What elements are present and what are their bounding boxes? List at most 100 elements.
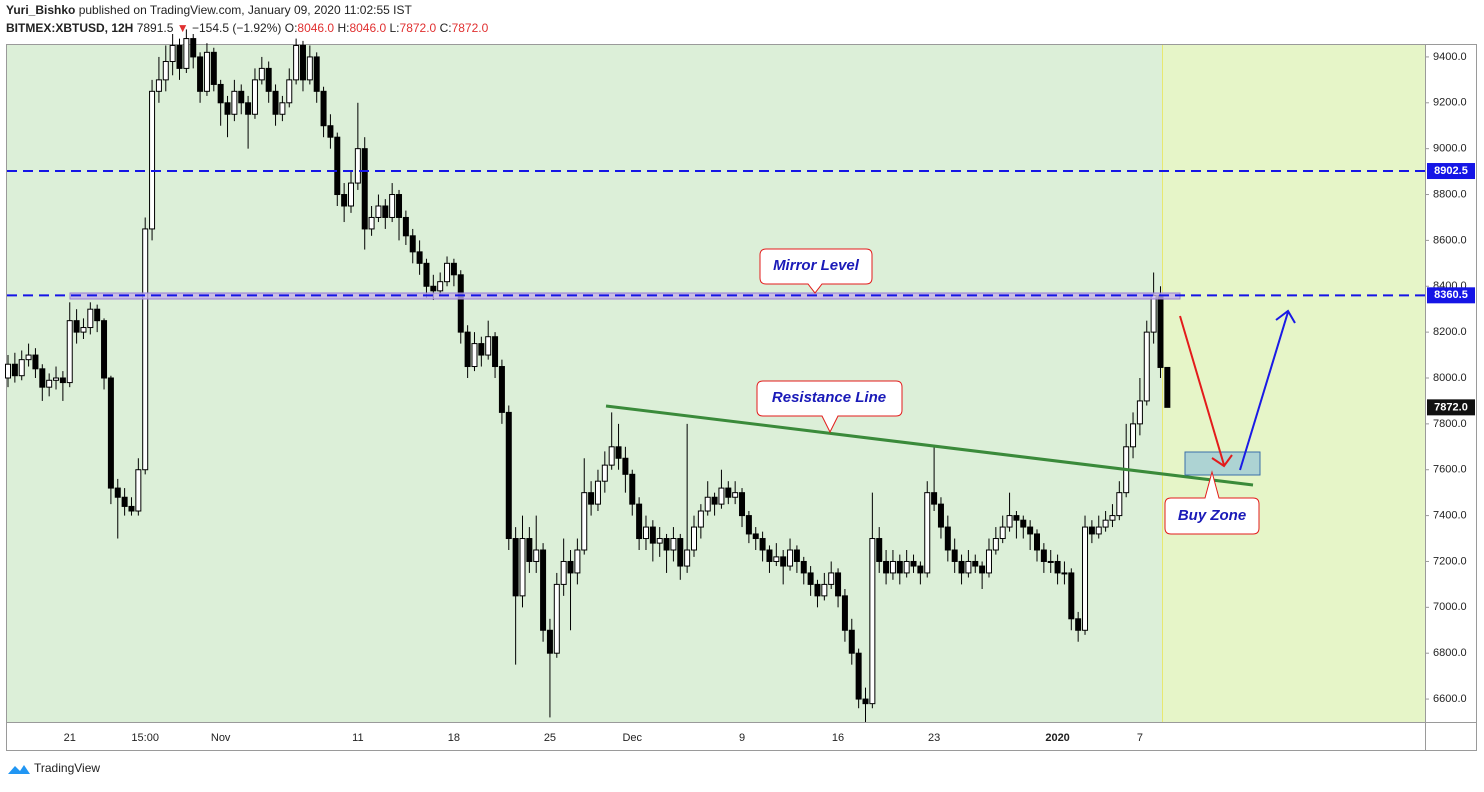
candle-body	[107, 377, 114, 489]
candle-body	[155, 79, 162, 92]
x-tick-label: 11	[352, 732, 363, 744]
candle-body	[910, 560, 917, 567]
candle-body	[334, 136, 341, 196]
candle-body	[306, 56, 313, 81]
arrow-blue	[1239, 311, 1289, 471]
candle-body	[87, 308, 94, 329]
candle-body	[505, 411, 512, 540]
candle-body	[663, 538, 670, 551]
candle-body	[718, 487, 725, 505]
candle-body	[883, 560, 890, 574]
candle-body	[725, 487, 732, 498]
candle-body	[183, 38, 190, 69]
arrow-red-head	[1211, 454, 1233, 468]
candle-body	[114, 487, 121, 498]
candle-body	[787, 549, 794, 567]
candle-body	[924, 492, 931, 574]
candle-body	[1013, 515, 1020, 521]
arrow-red	[1179, 315, 1225, 466]
candle-body	[1034, 533, 1040, 551]
candle-body	[622, 457, 629, 475]
candle-body	[210, 51, 217, 85]
plot-bg	[7, 45, 1162, 722]
candle-body	[361, 148, 368, 230]
candle-body	[745, 515, 752, 535]
candle-body	[1020, 519, 1027, 528]
candle-body	[1102, 519, 1109, 528]
h-label: H:	[337, 21, 349, 35]
candle-body	[279, 102, 286, 115]
candle-body	[423, 262, 430, 287]
candle-body	[203, 51, 210, 92]
callout	[756, 380, 903, 434]
candle-body	[636, 503, 643, 540]
candle-body	[739, 492, 746, 517]
candle-body	[937, 503, 944, 528]
candle-body	[1095, 526, 1102, 535]
candle-body	[958, 560, 965, 574]
y-tick-label: 9200.0	[1433, 97, 1467, 109]
candle-body	[629, 473, 636, 505]
candle-body	[876, 538, 883, 562]
candle-body	[526, 538, 533, 562]
candle-body	[752, 533, 759, 540]
candle-body	[1054, 560, 1061, 574]
candle-body	[540, 549, 547, 631]
candle-body	[656, 538, 663, 544]
candle-body	[931, 492, 938, 505]
candle-body	[821, 583, 828, 597]
c: 7872.0	[452, 21, 489, 35]
candle-body	[594, 480, 601, 505]
candle-body	[492, 336, 499, 368]
candle-body	[272, 90, 279, 115]
candle-body	[1116, 492, 1123, 517]
last-price-bg	[1427, 399, 1475, 416]
candle-body	[430, 285, 437, 292]
change: −154.5 (−1.92%)	[192, 21, 281, 35]
o-label: O:	[285, 21, 298, 35]
annotation: Mirror Level	[773, 257, 860, 274]
candle-body	[135, 469, 142, 512]
candle-body	[128, 505, 135, 512]
candle-body	[889, 560, 896, 574]
candle-body	[80, 327, 87, 333]
brand: TradingView	[34, 761, 100, 775]
candle-body	[512, 538, 519, 597]
x-tick-label: 15:00	[131, 732, 159, 744]
candle-body	[231, 90, 238, 115]
candle-body	[498, 366, 505, 413]
candle-body	[25, 354, 32, 361]
candle-body	[286, 79, 293, 104]
candle-body	[66, 320, 73, 384]
marks	[5, 29, 1171, 722]
candle-body	[73, 320, 80, 333]
candle-body	[1164, 366, 1171, 408]
candle-body	[409, 235, 416, 253]
candle-body	[793, 549, 800, 562]
candle-body	[732, 492, 739, 498]
x-tick-label: 16	[832, 732, 844, 744]
candle-body	[169, 44, 176, 63]
candle-body	[670, 538, 677, 551]
published: published on TradingView.com, January 09…	[79, 3, 413, 17]
candle-body	[677, 538, 684, 567]
candle-body	[944, 526, 951, 551]
candle-body	[574, 549, 581, 574]
candle-body	[649, 526, 656, 544]
candle-body	[1150, 294, 1157, 333]
candle-body	[553, 583, 560, 654]
candle-body	[951, 549, 958, 562]
candle-body	[814, 583, 821, 597]
level-label: 8902.5	[1434, 165, 1468, 177]
candle-body	[258, 67, 265, 81]
candle-body	[224, 102, 231, 115]
candle-body	[807, 572, 814, 585]
candle-body	[478, 343, 485, 356]
candle-body	[560, 560, 567, 585]
candle-body	[327, 125, 334, 138]
candle-body	[176, 44, 183, 69]
candle-body	[759, 538, 766, 551]
candle-body	[190, 38, 197, 58]
last: 7891.5	[137, 21, 174, 35]
candle-body	[1068, 572, 1075, 620]
